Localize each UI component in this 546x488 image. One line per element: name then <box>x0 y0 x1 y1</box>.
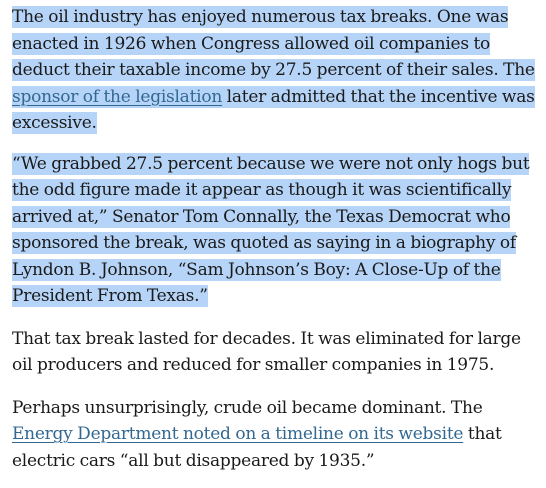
paragraph-text: later admitted that the incentive was ex… <box>12 86 535 134</box>
sponsor-of-legislation-link[interactable]: sponsor of the legislation <box>12 86 223 107</box>
selected-text: The oil industry has enjoyed numerous ta… <box>12 6 535 134</box>
paragraph-tax-break-ended: That tax break lasted for decades. It wa… <box>12 326 540 379</box>
paragraph-connally-quote: “We grabbed 27.5 percent because we were… <box>12 151 540 310</box>
paragraph-text: Perhaps unsurprisingly, crude oil became… <box>12 397 483 418</box>
paragraph-text: That tax break lasted for decades. It wa… <box>12 328 521 376</box>
article-body: The oil industry has enjoyed numerous ta… <box>12 4 540 488</box>
energy-department-timeline-link[interactable]: Energy Department noted on a timeline on… <box>12 424 464 444</box>
paragraph-crude-oil-dominant: Perhaps unsurprisingly, crude oil became… <box>12 395 540 475</box>
paragraph-text: The oil industry has enjoyed numerous ta… <box>12 7 535 80</box>
selected-text: “We grabbed 27.5 percent because we were… <box>12 152 530 307</box>
paragraph-oil-tax-breaks: The oil industry has enjoyed numerous ta… <box>12 4 540 137</box>
